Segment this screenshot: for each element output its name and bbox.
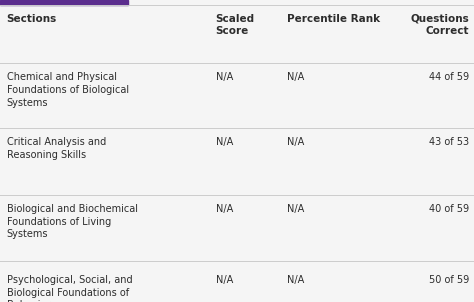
Bar [0, 0, 128, 5]
Text: 43 of 53: 43 of 53 [429, 137, 469, 147]
Text: Percentile Rank: Percentile Rank [287, 14, 380, 24]
Text: N/A: N/A [216, 137, 233, 147]
Text: N/A: N/A [287, 137, 304, 147]
Text: 44 of 59: 44 of 59 [429, 72, 469, 82]
Text: Chemical and Physical
Foundations of Biological
Systems: Chemical and Physical Foundations of Bio… [7, 72, 129, 108]
Text: Questions
Correct: Questions Correct [410, 14, 469, 36]
Text: Scaled
Score: Scaled Score [216, 14, 255, 36]
Text: N/A: N/A [216, 275, 233, 285]
Text: N/A: N/A [287, 72, 304, 82]
Text: Biological and Biochemical
Foundations of Living
Systems: Biological and Biochemical Foundations o… [7, 204, 137, 239]
Text: N/A: N/A [287, 275, 304, 285]
Text: 40 of 59: 40 of 59 [429, 204, 469, 214]
Text: N/A: N/A [216, 204, 233, 214]
Text: 50 of 59: 50 of 59 [429, 275, 469, 285]
Text: N/A: N/A [216, 72, 233, 82]
Text: Sections: Sections [7, 14, 57, 24]
Text: Critical Analysis and
Reasoning Skills: Critical Analysis and Reasoning Skills [7, 137, 106, 160]
Text: N/A: N/A [287, 204, 304, 214]
Text: Psychological, Social, and
Biological Foundations of
Behavior: Psychological, Social, and Biological Fo… [7, 275, 132, 302]
